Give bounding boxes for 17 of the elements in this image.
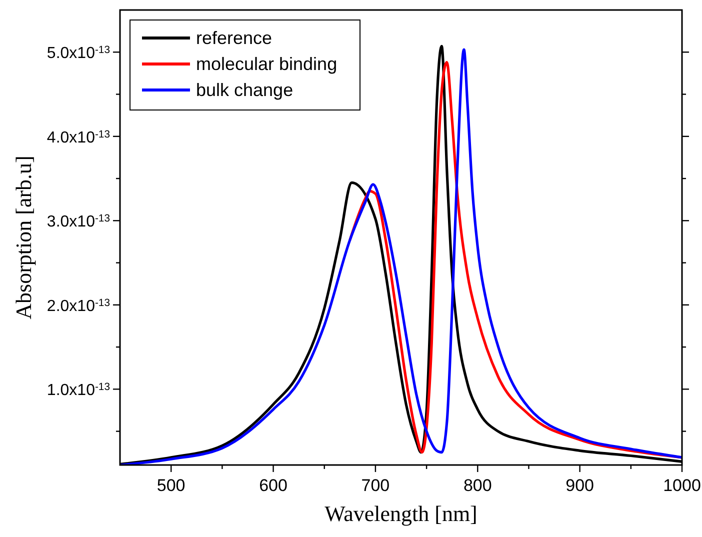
y-axis-title: Absorption [arb.u]	[11, 156, 36, 320]
x-tick-label: 700	[361, 476, 390, 495]
x-tick-label: 900	[566, 476, 594, 495]
line-series	[348, 60, 682, 459]
x-axis-title: Wavelength [nm]	[324, 501, 478, 526]
legend-label: bulk change	[196, 80, 294, 100]
y-tick-label: 5.0x10$^{-13}$	[46, 44, 110, 62]
y-tick-label: 4.0x10$^{-13}$	[46, 128, 110, 146]
x-tick-label: 600	[259, 476, 288, 495]
y-tick-label: 3.0x10$^{-13}$	[46, 213, 110, 231]
x-tick-label: 1000	[663, 476, 701, 495]
y-tick-label: 1.0x10$^{-13}$	[46, 382, 110, 400]
x-tick-label: 800	[463, 476, 492, 495]
x-tick-label: 500	[156, 476, 186, 495]
legend-label: reference	[196, 28, 272, 48]
y-tick-label: 2.0x10$^{-13}$	[46, 297, 110, 315]
legend-label: molecular binding	[196, 54, 338, 74]
